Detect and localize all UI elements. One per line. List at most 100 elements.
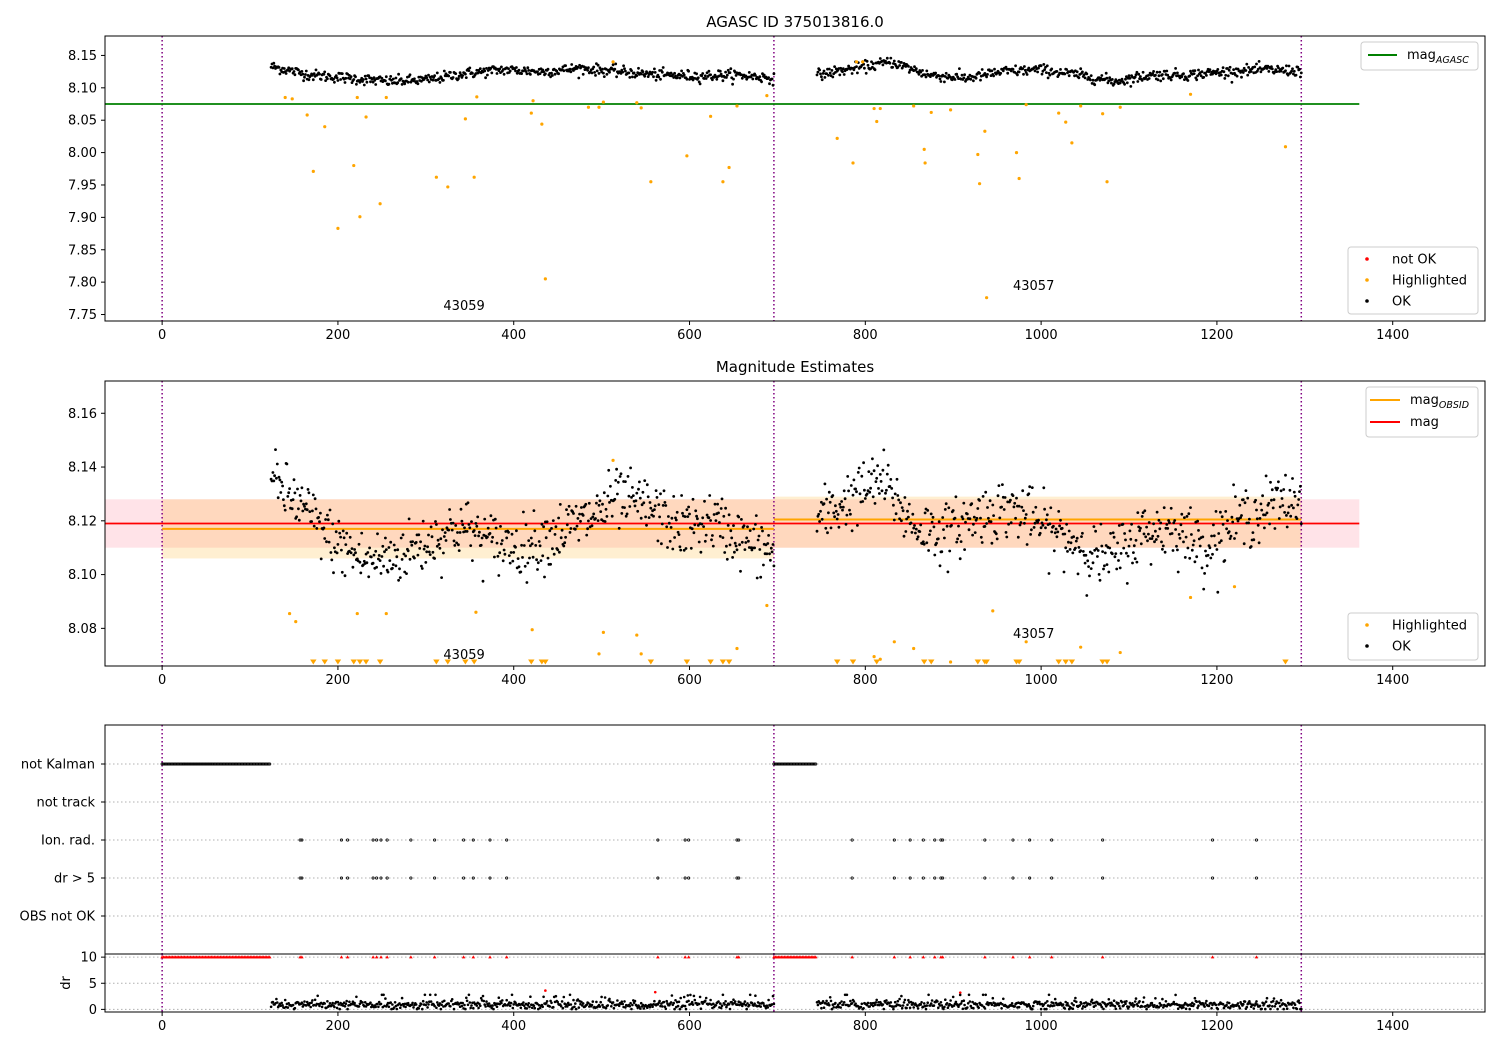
ok-point <box>1226 519 1229 522</box>
flag-marker <box>253 762 257 766</box>
flag-marker <box>892 876 896 880</box>
highlighted-point <box>543 277 547 281</box>
ok-point <box>438 546 442 550</box>
ok-point <box>836 513 840 516</box>
x-tick-label: 200 <box>326 673 351 688</box>
flag-marker <box>1101 838 1105 842</box>
ok-point <box>416 553 420 557</box>
dr-ok-point <box>639 1007 642 1010</box>
dr-ok-point <box>1182 1006 1185 1009</box>
ok-point <box>416 82 420 86</box>
flag-marker <box>205 762 209 766</box>
dr-ok-point <box>1265 996 1269 1000</box>
ok-point <box>552 552 556 556</box>
dr-ok-point <box>651 1005 654 1008</box>
legend-point-swatch <box>1365 644 1369 648</box>
dr-ok-point <box>346 1007 349 1011</box>
ok-point <box>483 517 487 521</box>
ok-point <box>712 513 716 516</box>
ok-point <box>1067 540 1070 544</box>
dr-ok-point <box>280 1001 284 1005</box>
ok-point <box>705 71 709 75</box>
ok-point <box>747 71 751 74</box>
flag-marker <box>656 838 660 842</box>
ok-point <box>1242 542 1246 546</box>
ok-point <box>555 69 559 73</box>
dr-ok-point <box>922 1002 926 1005</box>
ok-point <box>339 535 342 539</box>
ok-point <box>1021 67 1025 70</box>
ok-point <box>1159 521 1163 525</box>
ok-point <box>1000 505 1003 509</box>
x-tick-label: 800 <box>853 1019 878 1034</box>
ok-point <box>705 513 709 517</box>
ok-point <box>625 512 629 516</box>
ok-point <box>369 555 373 559</box>
ok-point <box>1256 523 1260 527</box>
dr-ok-point <box>852 1000 856 1003</box>
clipped-dr-marker <box>432 955 437 959</box>
ok-point <box>500 539 504 542</box>
ok-point <box>542 70 545 74</box>
x-tick-label: 1200 <box>1200 328 1233 343</box>
ok-point <box>654 78 658 82</box>
ok-point <box>850 72 854 75</box>
flag-marker <box>298 876 302 880</box>
ok-point <box>983 525 987 528</box>
ok-point <box>979 535 983 539</box>
ok-point <box>453 544 457 547</box>
highlighted-point <box>336 226 340 230</box>
ok-point <box>714 519 718 522</box>
ok-point <box>1034 505 1038 509</box>
ok-point <box>568 531 572 534</box>
ok-point <box>956 537 959 541</box>
dr-ok-point <box>983 1007 987 1010</box>
dr-ok-point <box>492 1007 495 1011</box>
ok-point <box>399 77 403 81</box>
ok-point <box>1227 530 1231 533</box>
ok-point <box>1058 524 1061 528</box>
ok-point <box>486 526 490 530</box>
ok-point <box>992 514 995 517</box>
y-tick-label: 7.85 <box>68 243 97 258</box>
dr-ok-point <box>1134 997 1138 1000</box>
ok-point <box>750 548 754 552</box>
flag-marker <box>248 762 252 766</box>
ok-point <box>593 71 596 74</box>
flag-marker <box>212 762 216 766</box>
dr-ok-point <box>569 1003 573 1006</box>
obsid-label: 43059 <box>443 648 484 663</box>
ok-point <box>689 546 693 550</box>
ok-point <box>752 527 756 531</box>
dr-ok-point <box>1039 1007 1043 1011</box>
legend-point-label: OK <box>1392 295 1411 310</box>
ok-point <box>596 519 600 522</box>
dr-ok-point <box>293 1006 297 1010</box>
ok-point <box>340 548 343 552</box>
dr-ok-point <box>946 1006 950 1010</box>
dr-ok-point <box>889 1001 893 1004</box>
flag-marker <box>256 762 260 766</box>
ok-point <box>1100 544 1104 548</box>
ok-point <box>319 511 322 515</box>
ok-point <box>633 504 637 508</box>
ok-point <box>1123 82 1126 86</box>
dr-ok-point <box>759 1005 762 1008</box>
ok-point <box>849 484 853 487</box>
ok-point <box>336 543 340 546</box>
ok-point <box>645 483 649 487</box>
ok-point <box>923 73 927 77</box>
ok-point <box>348 535 352 539</box>
flag-row-label: dr > 5 <box>54 872 95 887</box>
ok-point <box>565 523 569 527</box>
dr-ok-point <box>300 1001 304 1004</box>
ok-point <box>1182 540 1185 544</box>
ok-point <box>718 521 721 524</box>
ok-point <box>721 79 725 83</box>
flag-marker <box>805 762 809 766</box>
ok-point <box>473 534 477 537</box>
dr-ok-point <box>1053 997 1057 1001</box>
dr-ok-point <box>463 1003 466 1007</box>
ok-point <box>1209 556 1213 560</box>
